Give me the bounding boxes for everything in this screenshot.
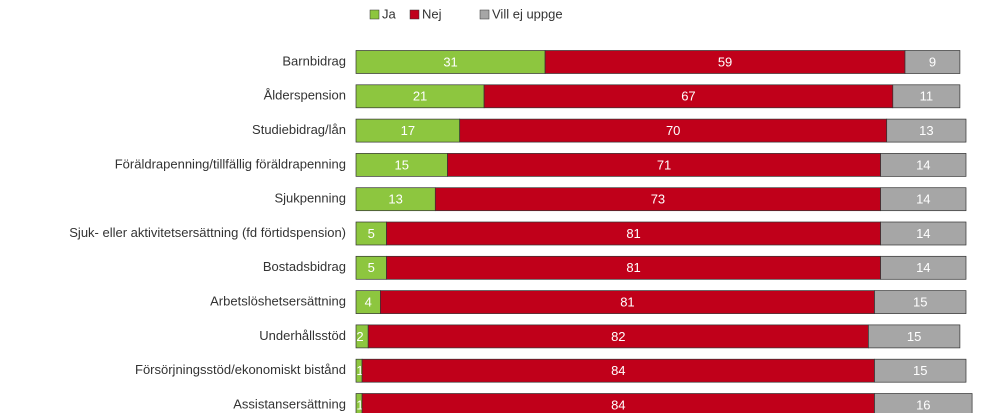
y-tick-label: Sjukpenning [274, 191, 346, 206]
data-label: 31 [443, 54, 457, 69]
y-tick-label: Underhållsstöd [259, 328, 346, 343]
y-tick-label: Assistansersättning [233, 396, 346, 411]
data-label: 11 [920, 89, 934, 104]
data-label: 84 [611, 397, 625, 412]
legend-label: Vill ej uppge [492, 6, 563, 21]
data-label: 15 [395, 157, 409, 172]
data-label: 13 [388, 192, 402, 207]
legend-swatch [369, 9, 380, 20]
bar-segment [874, 393, 973, 413]
bar-segment [904, 50, 961, 74]
legend-label: Nej [422, 6, 442, 21]
y-tick-label: Ålderspension [264, 88, 346, 103]
data-label: 67 [681, 89, 695, 104]
data-label: 1 [356, 397, 363, 412]
data-label: 81 [626, 260, 640, 275]
y-tick-label: Försörjningsstöd/ekonomiskt bistånd [135, 362, 346, 377]
bar-segment [880, 187, 967, 212]
y-tick-label: Sjuk- eller aktivitetsersättning (fd för… [69, 225, 346, 240]
y-tick-label: Föräldrapenning/tillfällig föräldrapenni… [115, 156, 346, 171]
data-label: 81 [620, 295, 634, 310]
data-label: 5 [368, 260, 375, 275]
y-tick-label: Studiebidrag/lån [252, 122, 346, 137]
data-label: 14 [916, 260, 930, 275]
data-label: 9 [929, 54, 936, 69]
data-label: 82 [611, 329, 625, 344]
bar-segment [874, 358, 967, 383]
data-label: 15 [913, 363, 927, 378]
data-label: 13 [919, 123, 933, 138]
y-tick-label: Bostadsbidrag [263, 259, 346, 274]
data-label: 59 [718, 54, 732, 69]
bar-segment [880, 255, 967, 280]
bar-segment [880, 221, 967, 246]
bar-segment [874, 290, 967, 314]
legend-label: Ja [382, 6, 397, 21]
bar-segment [892, 84, 961, 109]
data-label: 4 [365, 295, 372, 310]
data-label: 16 [916, 397, 930, 412]
data-label: 73 [651, 192, 665, 207]
legend-swatch [479, 9, 490, 20]
data-label: 1 [356, 363, 363, 378]
data-label: 17 [401, 123, 415, 138]
bar-segment [868, 324, 961, 349]
data-label: 2 [356, 329, 363, 344]
data-label: 15 [907, 329, 921, 344]
data-label: 81 [626, 226, 640, 241]
data-label: 21 [413, 89, 427, 104]
data-label: 71 [657, 157, 671, 172]
data-label: 14 [916, 226, 930, 241]
legend-swatch [409, 9, 420, 20]
data-label: 15 [913, 295, 927, 310]
data-label: 5 [368, 226, 375, 241]
bar-segment [880, 153, 967, 177]
data-label: 70 [666, 123, 680, 138]
data-label: 84 [611, 363, 625, 378]
y-tick-label: Barnbidrag [282, 53, 346, 68]
bar-segment [886, 118, 967, 143]
y-tick-label: Arbetslöshetsersättning [210, 294, 346, 309]
data-label: 14 [916, 157, 930, 172]
data-label: 14 [916, 192, 930, 207]
